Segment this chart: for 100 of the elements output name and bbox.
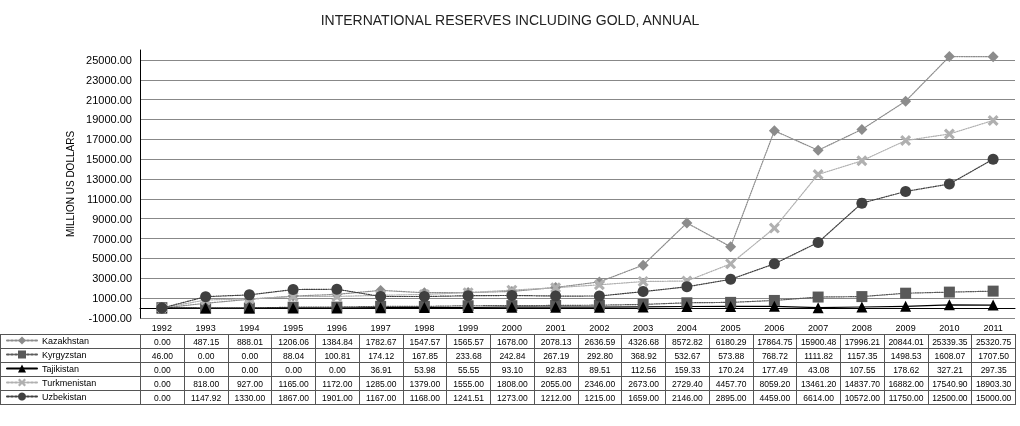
y-tick-label: 19000.00 <box>86 113 132 126</box>
x-tick-label: 2011 <box>983 322 1003 333</box>
data-label: 0.00 <box>184 362 228 377</box>
data-label: 17996.21 <box>840 334 885 349</box>
legend-label: Turkmenistan <box>42 377 97 388</box>
point <box>725 300 737 312</box>
data-label: 88.04 <box>271 348 316 363</box>
data-label: 1808.00 <box>490 376 535 391</box>
data-label: 1782.67 <box>359 334 403 349</box>
point <box>943 299 955 311</box>
point <box>768 300 780 312</box>
point <box>725 273 737 285</box>
point <box>812 236 824 248</box>
data-label: 1212.00 <box>534 390 578 405</box>
point <box>900 300 912 312</box>
x-tick-label: 2004 <box>676 322 697 333</box>
y-tick-label: 11000.00 <box>86 192 132 205</box>
data-label: 4459.00 <box>753 390 797 405</box>
data-label: 4457.70 <box>709 376 753 391</box>
y-tick-label: 15000.00 <box>86 153 132 166</box>
data-label: 46.00 <box>140 348 185 363</box>
data-label: 36.91 <box>359 362 403 377</box>
data-label: 1165.00 <box>271 376 316 391</box>
data-label: 1555.00 <box>446 376 491 391</box>
y-tick-label: 25000.00 <box>86 53 132 66</box>
point <box>987 51 999 63</box>
data-label: 1659.00 <box>621 390 666 405</box>
data-label: 16882.00 <box>884 376 928 391</box>
y-tick-label: 3000.00 <box>92 272 132 285</box>
data-label: 1157.35 <box>840 348 885 363</box>
x-tick-label: 1994 <box>239 322 260 333</box>
data-label: 1285.00 <box>359 376 403 391</box>
data-label: 14837.70 <box>840 376 885 391</box>
data-label: 2055.00 <box>534 376 578 391</box>
data-label: 167.85 <box>403 348 447 363</box>
data-label: 1111.82 <box>796 348 841 363</box>
data-label: 888.01 <box>228 334 272 349</box>
x-tick-label: 2001 <box>545 322 566 333</box>
y-tick-label: -1000.00 <box>88 312 132 324</box>
data-label: 11750.00 <box>884 390 928 405</box>
legend-label: Uzbekistan <box>42 391 87 402</box>
point <box>637 276 649 288</box>
data-label: 0.00 <box>140 376 185 391</box>
x-tick-label: 1998 <box>414 322 435 333</box>
data-label: 292.80 <box>578 348 622 363</box>
point <box>768 222 780 234</box>
point <box>987 153 999 165</box>
y-tick-label: 9000.00 <box>92 212 132 225</box>
data-label: 18903.30 <box>971 376 1016 391</box>
data-label: 768.72 <box>753 348 797 363</box>
data-label: 6614.00 <box>796 390 841 405</box>
data-label: 0.00 <box>228 362 272 377</box>
data-label: 0.00 <box>228 348 272 363</box>
data-label: 2078.13 <box>534 334 578 349</box>
point <box>550 290 562 302</box>
data-label: 532.67 <box>665 348 710 363</box>
data-label: 17540.90 <box>928 376 972 391</box>
data-label: 93.10 <box>490 362 535 377</box>
data-label: 15900.48 <box>796 334 841 349</box>
data-label: 1384.84 <box>315 334 360 349</box>
data-label: 1565.57 <box>446 334 491 349</box>
chart-title: INTERNATIONAL RESERVES INCLUDING GOLD, ANNUAL <box>320 12 700 28</box>
point <box>987 299 999 311</box>
data-label: 10572.00 <box>840 390 885 405</box>
data-label: 12500.00 <box>928 390 972 405</box>
data-label: 0.00 <box>315 362 360 377</box>
point <box>287 284 299 296</box>
data-label: 13461.20 <box>796 376 841 391</box>
x-tick-label: 2006 <box>764 322 785 333</box>
point <box>681 217 693 229</box>
data-label: 1867.00 <box>271 390 316 405</box>
data-label: 1678.00 <box>490 334 535 349</box>
data-label: 368.92 <box>621 348 666 363</box>
point <box>987 114 999 126</box>
point <box>812 144 824 156</box>
point <box>987 285 999 297</box>
point <box>856 301 868 313</box>
data-label: 15000.00 <box>971 390 1016 405</box>
data-label: 17864.75 <box>753 334 797 349</box>
data-label: 1172.00 <box>315 376 360 391</box>
data-label: 927.00 <box>228 376 272 391</box>
y-tick-label: 17000.00 <box>86 133 132 146</box>
point <box>856 155 868 167</box>
data-label: 267.19 <box>534 348 578 363</box>
point <box>856 291 868 303</box>
data-label: 2146.00 <box>665 390 710 405</box>
data-label: 1330.00 <box>228 390 272 405</box>
data-label: 8572.82 <box>665 334 710 349</box>
point <box>637 259 649 271</box>
data-label: 1379.00 <box>403 376 447 391</box>
legend-label: Tajikistan <box>42 363 80 374</box>
x-tick-label: 1999 <box>458 322 479 333</box>
data-label: 818.00 <box>184 376 228 391</box>
data-label: 25320.75 <box>971 334 1016 349</box>
y-axis-title: MILLION US DOLLARS <box>64 130 76 238</box>
y-tick-label: 5000.00 <box>92 252 132 265</box>
data-label: 159.33 <box>665 362 710 377</box>
x-tick-label: 2009 <box>895 322 916 333</box>
point <box>900 185 912 197</box>
point <box>943 178 955 190</box>
